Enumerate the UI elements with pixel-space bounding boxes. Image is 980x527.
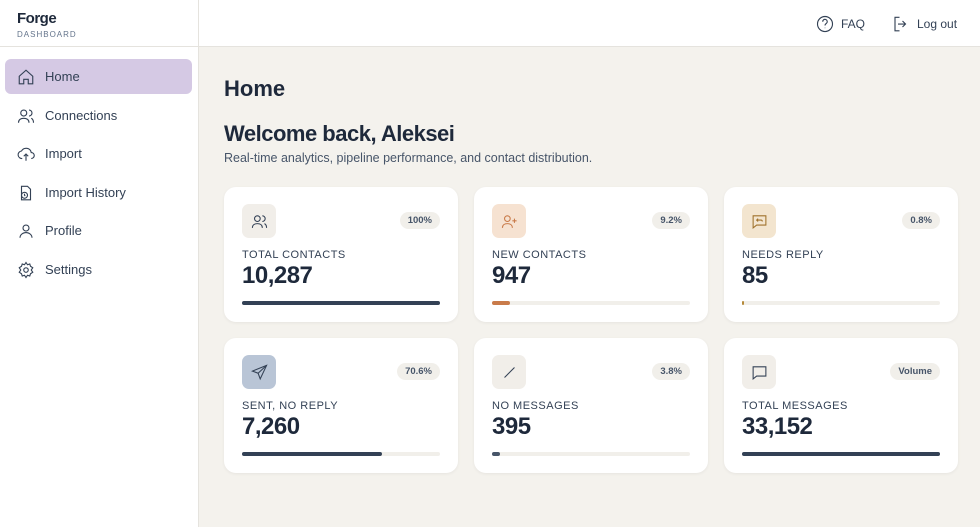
card-label: SENT, NO REPLY bbox=[242, 400, 339, 412]
progress-bar bbox=[242, 452, 382, 456]
nav-item[interactable]: Home bbox=[5, 59, 192, 94]
progress-track bbox=[242, 301, 440, 305]
card-label: NEEDS REPLY bbox=[742, 249, 824, 261]
card-value: 395 bbox=[492, 413, 531, 440]
card-icon bbox=[742, 355, 776, 389]
progress-track bbox=[742, 301, 940, 305]
faq-link[interactable]: FAQ bbox=[816, 15, 865, 33]
card-value: 33,152 bbox=[742, 413, 813, 440]
card-icon bbox=[492, 204, 526, 238]
top-bar: FAQ Log out bbox=[199, 0, 980, 47]
card-label: NEW CONTACTS bbox=[492, 249, 587, 261]
card-value: 10,287 bbox=[242, 262, 313, 289]
nav-item[interactable]: Import History bbox=[5, 175, 192, 210]
page-title: Home bbox=[224, 76, 286, 101]
stat-card: 70.6% SENT, NO REPLY 7,260 bbox=[224, 338, 458, 473]
brand: Forge DASHBOARD bbox=[0, 0, 198, 47]
card-badge: 3.8% bbox=[652, 363, 690, 380]
nav-item[interactable]: Import bbox=[5, 136, 192, 171]
progress-track bbox=[492, 301, 690, 305]
stat-card: 100% TOTAL CONTACTS 10,287 bbox=[224, 187, 458, 322]
nav-item[interactable]: Connections bbox=[5, 98, 192, 133]
faq-label: FAQ bbox=[841, 17, 866, 31]
subheading: Real-time analytics, pipeline performanc… bbox=[224, 151, 593, 165]
stat-card: 3.8% NO MESSAGES 395 bbox=[474, 338, 708, 473]
progress-track bbox=[492, 452, 690, 456]
nav-label: Import History bbox=[45, 185, 126, 200]
progress-bar bbox=[492, 301, 511, 305]
nav-label: Settings bbox=[45, 262, 92, 277]
nav-label: Import bbox=[45, 146, 82, 161]
stat-card: 0.8% NEEDS REPLY 85 bbox=[724, 187, 958, 322]
sidebar: Forge DASHBOARD Home Connections Import I… bbox=[0, 0, 199, 527]
card-value: 85 bbox=[742, 262, 768, 289]
stat-card: Volume TOTAL MESSAGES 33,152 bbox=[724, 338, 958, 473]
card-badge: 100% bbox=[399, 212, 440, 229]
progress-bar bbox=[492, 452, 500, 456]
brand-subtitle: DASHBOARD bbox=[17, 30, 77, 39]
card-label: NO MESSAGES bbox=[492, 400, 579, 412]
progress-bar bbox=[242, 301, 440, 305]
logout-label: Log out bbox=[917, 17, 958, 31]
card-icon bbox=[492, 355, 526, 389]
card-badge: Volume bbox=[890, 363, 940, 380]
progress-bar bbox=[742, 301, 744, 305]
card-badge: 9.2% bbox=[652, 212, 690, 229]
welcome-heading: Welcome back, Aleksei bbox=[224, 121, 455, 146]
card-icon bbox=[242, 204, 276, 238]
nav-label: Home bbox=[45, 69, 80, 84]
card-badge: 0.8% bbox=[902, 212, 940, 229]
card-value: 947 bbox=[492, 262, 531, 289]
card-icon bbox=[742, 204, 776, 238]
logout-link[interactable]: Log out bbox=[892, 15, 957, 33]
card-badge: 70.6% bbox=[397, 363, 440, 380]
nav-item[interactable]: Settings bbox=[5, 252, 192, 287]
card-label: TOTAL CONTACTS bbox=[242, 249, 346, 261]
nav-label: Connections bbox=[45, 108, 118, 123]
stat-card: 9.2% NEW CONTACTS 947 bbox=[474, 187, 708, 322]
card-value: 7,260 bbox=[242, 413, 300, 440]
nav-item[interactable]: Profile bbox=[5, 213, 192, 248]
progress-track bbox=[742, 452, 940, 456]
progress-track bbox=[242, 452, 440, 456]
card-icon bbox=[242, 355, 276, 389]
brand-name: Forge bbox=[17, 10, 57, 27]
card-label: TOTAL MESSAGES bbox=[742, 400, 848, 412]
progress-bar bbox=[742, 452, 940, 456]
nav-label: Profile bbox=[45, 223, 82, 238]
